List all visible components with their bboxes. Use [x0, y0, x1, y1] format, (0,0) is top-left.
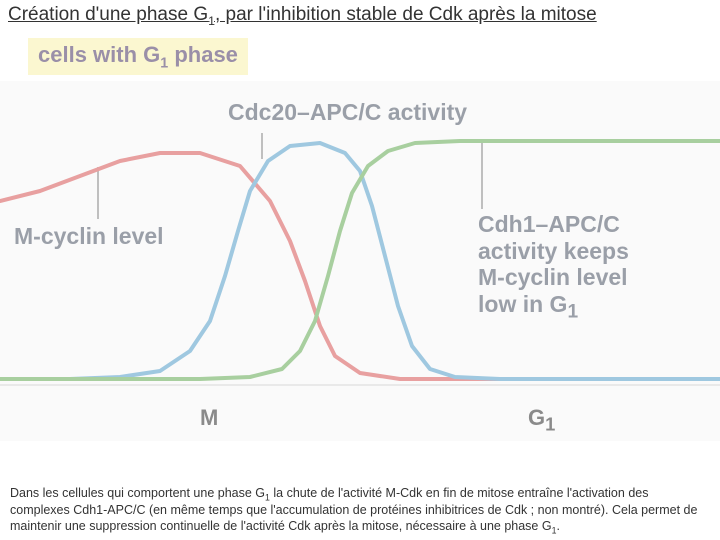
label-cdh1: Cdh1–APC/Cactivity keepsM-cyclin levello… — [478, 211, 629, 323]
caption-text: Dans les cellules qui comportent une pha… — [10, 486, 710, 537]
subtitle-badge: cells with G1 phase — [28, 38, 248, 75]
label-cdc20: Cdc20–APC/C activity — [228, 99, 467, 125]
axis-m: M — [200, 405, 218, 431]
chart-region: Cdc20–APC/C activity M-cyclin level Cdh1–A… — [0, 81, 720, 441]
page-title: Création d'une phase G1, par l'inhibitio… — [0, 0, 720, 32]
label-mcyclin: M-cyclin level — [14, 223, 164, 249]
axis-g1: G1 — [528, 405, 555, 435]
